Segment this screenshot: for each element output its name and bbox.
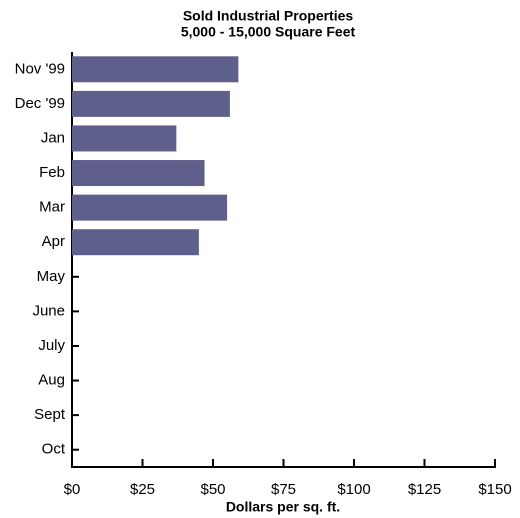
x-tick-label: $150 — [478, 481, 511, 498]
y-tick-label: Nov '99 — [15, 60, 65, 77]
bar — [72, 160, 205, 187]
y-tick-label: Dec '99 — [15, 95, 65, 112]
bar — [72, 229, 199, 256]
x-tick-label: $125 — [408, 481, 441, 498]
y-tick-label: Sept — [34, 406, 66, 423]
bar — [72, 56, 239, 83]
y-tick-label: June — [32, 302, 65, 319]
y-tick-label: July — [38, 337, 65, 354]
y-tick-label: Feb — [39, 164, 65, 181]
x-tick-label: $75 — [271, 481, 296, 498]
bar — [72, 194, 228, 221]
y-tick-label: Oct — [42, 441, 66, 458]
y-tick-label: May — [37, 268, 66, 285]
y-tick-label: Jan — [41, 129, 65, 146]
x-tick-label: $25 — [130, 481, 155, 498]
x-tick-label: $50 — [200, 481, 225, 498]
x-axis-label: Dollars per sq. ft. — [226, 499, 340, 515]
x-tick-label: $0 — [64, 481, 81, 498]
y-tick-label: Mar — [39, 199, 65, 216]
chart-subtitle: 5,000 - 15,000 Square Feet — [181, 24, 356, 40]
bar — [72, 125, 177, 152]
y-tick-label: Aug — [38, 372, 65, 389]
chart-title: Sold Industrial Properties — [183, 8, 354, 24]
x-tick-label: $100 — [337, 481, 370, 498]
y-tick-label: Apr — [42, 233, 65, 250]
bar — [72, 90, 230, 117]
